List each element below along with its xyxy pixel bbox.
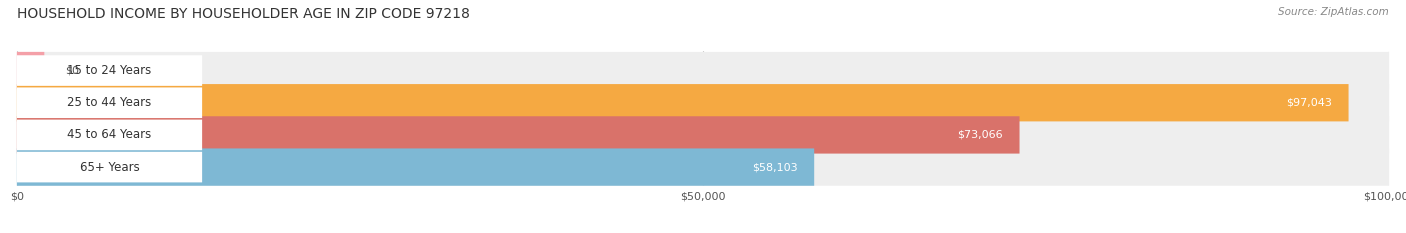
Text: HOUSEHOLD INCOME BY HOUSEHOLDER AGE IN ZIP CODE 97218: HOUSEHOLD INCOME BY HOUSEHOLDER AGE IN Z…: [17, 7, 470, 21]
FancyBboxPatch shape: [17, 84, 1348, 121]
FancyBboxPatch shape: [17, 52, 45, 89]
Text: 45 to 64 Years: 45 to 64 Years: [67, 128, 152, 141]
FancyBboxPatch shape: [17, 116, 1019, 154]
FancyBboxPatch shape: [17, 55, 202, 86]
Text: 15 to 24 Years: 15 to 24 Years: [67, 64, 152, 77]
Text: 65+ Years: 65+ Years: [80, 161, 139, 174]
Text: $97,043: $97,043: [1286, 98, 1331, 108]
FancyBboxPatch shape: [17, 87, 202, 118]
FancyBboxPatch shape: [17, 84, 1389, 121]
FancyBboxPatch shape: [17, 116, 1389, 154]
FancyBboxPatch shape: [17, 148, 814, 186]
FancyBboxPatch shape: [17, 52, 1389, 89]
Text: $58,103: $58,103: [752, 162, 797, 172]
Text: $73,066: $73,066: [957, 130, 1002, 140]
Text: $0: $0: [65, 65, 79, 75]
FancyBboxPatch shape: [17, 152, 202, 182]
FancyBboxPatch shape: [17, 148, 1389, 186]
Text: 25 to 44 Years: 25 to 44 Years: [67, 96, 152, 109]
Text: Source: ZipAtlas.com: Source: ZipAtlas.com: [1278, 7, 1389, 17]
FancyBboxPatch shape: [17, 120, 202, 150]
